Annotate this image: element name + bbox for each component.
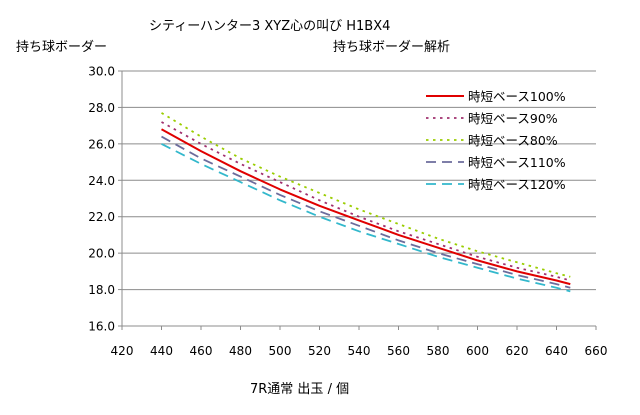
legend-label: 時短ベース120% — [468, 177, 566, 192]
x-tick-label: 520 — [308, 344, 331, 358]
x-tick-label: 420 — [111, 344, 134, 358]
y-tick-label: 18.0 — [88, 283, 115, 297]
x-tick-label: 620 — [506, 344, 529, 358]
series-line-0 — [161, 128, 571, 286]
legend-label: 時短ベース100% — [468, 89, 566, 104]
chart-subtitle: 持ち球ボーダー解析 — [333, 40, 450, 55]
y-tick-label: 22.0 — [88, 210, 115, 224]
y-tick-label: 28.0 — [88, 101, 115, 115]
x-tick-label: 440 — [150, 344, 173, 358]
x-tick-label: 660 — [585, 344, 608, 358]
x-tick-label: 500 — [269, 344, 292, 358]
y-tick-labels: 16.0 18.0 20.0 22.0 24.0 26.0 28.0 30.0 — [88, 65, 115, 334]
series-line-1 — [161, 121, 571, 282]
x-tick-label: 460 — [190, 344, 213, 358]
series-lines — [161, 112, 571, 293]
y-tick-label: 16.0 — [88, 320, 115, 334]
y-tick-label: 26.0 — [88, 137, 115, 151]
x-tick-label: 640 — [545, 344, 568, 358]
x-tick-label: 480 — [229, 344, 252, 358]
series-line-4 — [161, 143, 571, 293]
legend-label: 時短ベース80% — [468, 133, 558, 148]
y-tick-label: 24.0 — [88, 174, 115, 188]
legend-label: 時短ベース90% — [468, 111, 558, 126]
x-tick-label: 560 — [387, 344, 410, 358]
x-tick-label: 580 — [427, 344, 450, 358]
x-tick-label: 540 — [348, 344, 371, 358]
series-line-3 — [161, 135, 571, 289]
axes — [118, 70, 597, 330]
y-axis-label: 持ち球ボーダー — [16, 40, 107, 55]
y-tick-label: 30.0 — [88, 65, 115, 79]
y-tick-label: 20.0 — [88, 247, 115, 261]
series-line-2 — [161, 112, 571, 278]
chart-title: シティーハンター3 XYZ心の叫び H1BX4 — [149, 19, 390, 34]
legend-label: 時短ベース110% — [468, 155, 566, 170]
legend: 時短ベース100% 時短ベース90% 時短ベース80% 時短ベース110% 時短ベース1… — [426, 89, 566, 192]
x-axis-label: 7R通常 出玉 / 個 — [250, 382, 349, 397]
x-tick-labels: 420 440 460 480 500 520 540 560 580 600 620 640 660 — [111, 344, 608, 358]
x-tick-label: 600 — [466, 344, 489, 358]
